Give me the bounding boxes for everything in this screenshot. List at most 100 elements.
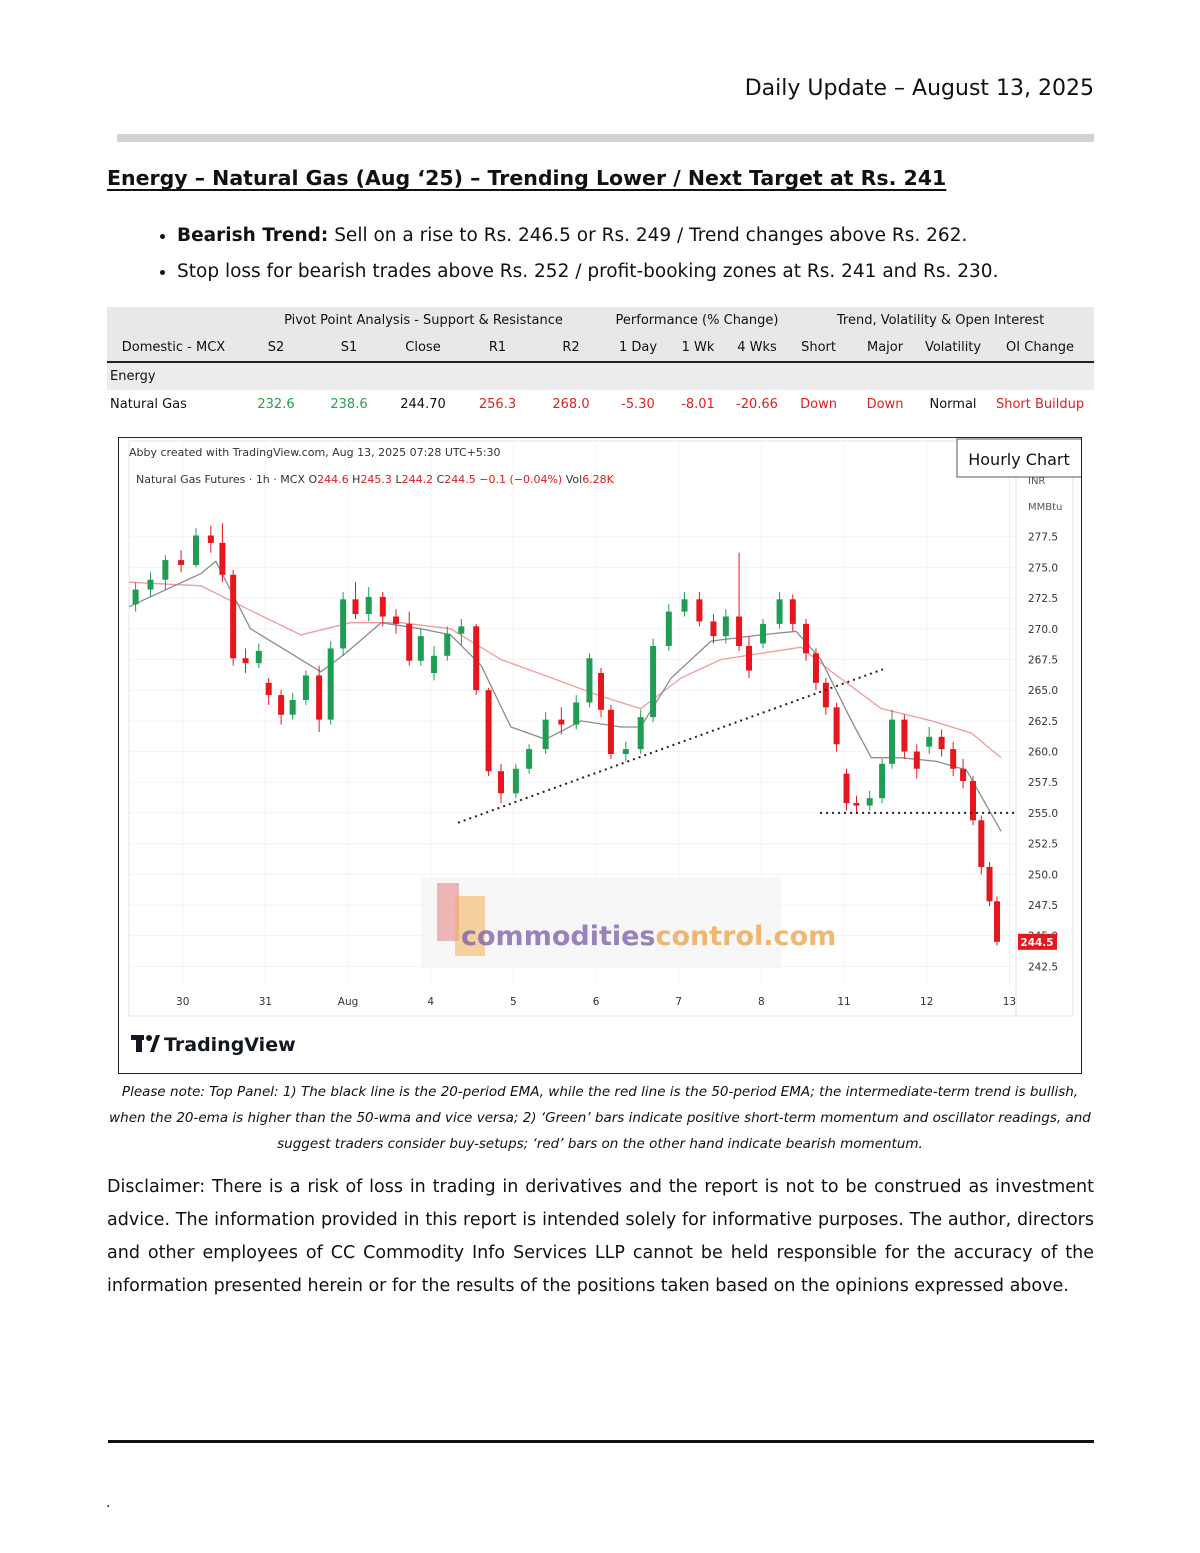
legend-value: 244.6: [317, 473, 349, 486]
candle-body: [843, 773, 850, 804]
legend-label: Vol: [566, 473, 582, 486]
group-cell: [107, 307, 240, 334]
candle-body: [853, 803, 860, 806]
candle-body: [219, 542, 226, 575]
x-tick-label: 12: [920, 996, 933, 1008]
chart-legend: Natural Gas Futures · 1h · MCX O244.6 H2…: [136, 473, 615, 486]
candle-body: [889, 719, 896, 764]
y-tick-label: 275.0: [1028, 562, 1058, 574]
candle-body: [866, 798, 873, 806]
legend-value: 244.5: [444, 473, 476, 486]
table-cell: 238.6: [330, 396, 368, 412]
candle-body: [950, 749, 957, 769]
candle-body: [526, 749, 533, 769]
candle-body: [970, 781, 977, 821]
column-header: R2: [535, 334, 607, 363]
y-tick-label: 257.5: [1028, 777, 1058, 789]
column-header: S1: [312, 334, 386, 363]
x-tick-label: 4: [427, 996, 434, 1008]
annotation-box: [956, 438, 1081, 478]
candle-body: [289, 699, 296, 715]
x-tick-label: 13: [1003, 996, 1016, 1008]
bullet: Bearish Trend: Sell on a rise to Rs. 246…: [177, 218, 998, 254]
candle-body: [822, 682, 829, 708]
ema-line: [128, 560, 1002, 832]
x-tick-label: 31: [259, 996, 272, 1008]
brand-logo: [150, 1035, 160, 1052]
candle-body: [278, 695, 285, 715]
candle-body: [431, 655, 438, 673]
y-tick-label: 250.0: [1028, 869, 1058, 881]
candle-body: [512, 768, 519, 794]
candle-body: [497, 771, 504, 794]
candle-body: [760, 623, 767, 644]
chart-frame: [128, 440, 1074, 1017]
header-row: Domestic - MCX S2 S1 Close R1 R2 1 Day 1 Wk 4 Wk…: [107, 334, 1095, 363]
candle-body: [803, 623, 810, 654]
table-cell: 244.70: [400, 396, 446, 412]
candle-body: [444, 633, 451, 656]
candle-body: [637, 717, 644, 750]
x-tick-label: 30: [176, 996, 189, 1008]
candle-body: [316, 675, 323, 720]
candle-body: [393, 616, 400, 624]
section-title: Energy – Natural Gas (Aug ‘25) – Trendin…: [107, 166, 947, 190]
group-row: Pivot Point Analysis - Support & Resista…: [107, 307, 1095, 334]
section-cell: Energy: [107, 362, 1095, 390]
pivot-table: Pivot Point Analysis - Support & Resista…: [107, 307, 1095, 418]
candle-body: [147, 579, 154, 590]
candle-body: [938, 736, 945, 750]
candle-body: [978, 820, 985, 867]
candle-body: [681, 599, 688, 612]
candle-body: [745, 645, 752, 671]
table-cell: -5.30: [621, 396, 655, 412]
table-cell: 256.3: [478, 396, 517, 412]
x-tick-label: 5: [510, 996, 517, 1008]
candle-body: [622, 749, 629, 755]
candle-body: [230, 574, 237, 659]
candle-body: [607, 709, 614, 755]
x-tick-label: 11: [837, 996, 850, 1008]
candle-body: [573, 702, 580, 725]
candle-body: [302, 675, 309, 700]
candle-body: [650, 645, 657, 718]
candle-body: [993, 901, 1000, 942]
trend-line: [457, 668, 884, 824]
candle-body: [558, 719, 565, 725]
candle-body: [960, 768, 967, 782]
footer-rule: [108, 1440, 1094, 1443]
candle-body: [926, 736, 933, 747]
brand: TradingView: [164, 1034, 296, 1056]
column-header: 4 Wks: [727, 334, 788, 363]
legend-value: 6.28K: [582, 473, 614, 486]
group-cell: Pivot Point Analysis - Support & Resista…: [240, 307, 607, 334]
candle-body: [598, 672, 605, 710]
table-cell: 268.0: [552, 396, 590, 412]
table-cell: -8.01: [681, 396, 715, 412]
column-header: Volatility: [920, 334, 987, 363]
bullet-text: Sell on a rise to Rs. 246.5 or Rs. 249 /…: [334, 225, 968, 246]
legend-value: 244.2: [402, 473, 434, 486]
section-row: Energy: [107, 362, 1095, 390]
candle-body: [352, 599, 359, 615]
candle-body: [207, 535, 214, 543]
y-tick-label: 242.5: [1028, 961, 1058, 973]
candle-body: [265, 682, 272, 696]
unit-label: INR: [1028, 476, 1045, 487]
chart-note: Please note: Top Panel: 1) The black lin…: [109, 1084, 1091, 1152]
disclaimer: Disclaimer: There is a risk of loss in t…: [107, 1177, 1094, 1296]
candle-body: [833, 707, 840, 745]
candle-body: [178, 560, 185, 565]
brand-logo: [136, 1035, 142, 1052]
header-bar: [117, 134, 1094, 142]
y-tick-label: 262.5: [1028, 716, 1058, 728]
table-cell: Down: [800, 396, 837, 412]
bullet-list: Bearish Trend: Sell on a rise to Rs. 246…: [107, 218, 998, 290]
candle-body: [485, 690, 492, 772]
column-header: Major: [850, 334, 921, 363]
legend-label: O: [308, 473, 317, 486]
y-tick-label: 272.5: [1028, 593, 1058, 605]
column-header: R1: [460, 334, 535, 363]
last-price-label: 244.5: [1020, 937, 1053, 949]
